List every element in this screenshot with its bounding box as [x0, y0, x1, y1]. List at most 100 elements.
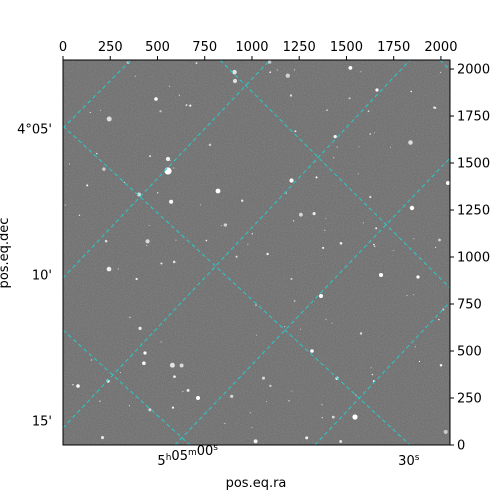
- star: [169, 362, 175, 368]
- dec-tick-label: 4°05': [17, 123, 52, 138]
- y-tick-label: 2000: [457, 63, 490, 78]
- star: [289, 94, 293, 97]
- star: [68, 163, 71, 165]
- x-tick-label: 1000: [235, 40, 268, 55]
- star: [433, 106, 436, 109]
- star: [374, 132, 375, 134]
- bright-star: [446, 181, 450, 185]
- x-tick-label: 1750: [377, 40, 410, 55]
- star: [100, 436, 105, 440]
- star: [224, 422, 226, 425]
- star: [119, 372, 121, 374]
- star: [169, 199, 174, 204]
- star: [100, 109, 101, 111]
- star: [165, 156, 171, 162]
- star: [117, 268, 119, 270]
- star: [336, 146, 338, 148]
- star: [276, 69, 278, 71]
- star: [290, 277, 293, 280]
- star: [331, 322, 333, 324]
- star: [374, 245, 376, 248]
- star: [371, 373, 374, 376]
- star: [230, 394, 234, 398]
- star: [172, 260, 176, 264]
- star: [360, 71, 362, 73]
- star: [64, 204, 66, 206]
- star: [324, 229, 326, 231]
- star: [333, 157, 335, 159]
- star: [367, 110, 370, 113]
- dec-grid-line: [314, 301, 450, 445]
- star: [251, 426, 253, 428]
- star: [339, 241, 343, 245]
- star: [333, 134, 337, 139]
- star: [322, 246, 325, 249]
- star: [173, 167, 175, 169]
- star: [200, 204, 202, 206]
- star: [294, 130, 297, 133]
- star: [299, 212, 303, 217]
- star: [134, 75, 136, 77]
- star: [299, 328, 301, 330]
- star: [148, 408, 152, 412]
- x-tick-label: 750: [192, 40, 217, 55]
- star: [284, 326, 285, 328]
- bright-star: [196, 396, 200, 400]
- star: [160, 341, 162, 343]
- star: [78, 214, 81, 216]
- star: [355, 394, 357, 396]
- star: [235, 255, 238, 258]
- dec-grid-line: [63, 60, 132, 129]
- star: [326, 109, 328, 112]
- star: [418, 360, 421, 363]
- star: [408, 140, 413, 145]
- star: [137, 192, 141, 197]
- bright-star: [409, 205, 415, 211]
- star: [321, 416, 323, 419]
- star: [142, 361, 146, 366]
- star: [269, 71, 272, 74]
- star: [255, 304, 257, 306]
- star: [72, 384, 74, 386]
- star: [369, 195, 372, 199]
- star: [186, 388, 190, 392]
- star: [285, 192, 287, 194]
- y-pixel-ticks: 0 250 500 750 1000 1250 1500 1750 2000: [450, 63, 490, 454]
- star: [146, 244, 148, 246]
- star: [375, 227, 378, 230]
- star: [220, 225, 222, 227]
- star: [178, 94, 180, 96]
- dec-grid-line: [174, 157, 450, 445]
- star: [249, 412, 251, 414]
- ra-tick-label: 30s: [398, 453, 420, 469]
- star: [406, 294, 408, 297]
- star: [305, 436, 309, 440]
- star: [182, 390, 184, 392]
- bright-star: [164, 167, 172, 175]
- x-tick-label: 1250: [283, 40, 316, 55]
- star: [135, 277, 138, 281]
- star: [348, 97, 351, 100]
- star: [269, 384, 272, 388]
- star: [241, 199, 244, 202]
- y-tick-label: 0: [457, 439, 465, 454]
- star: [438, 238, 441, 242]
- bright-star: [375, 88, 379, 92]
- star: [128, 405, 130, 407]
- star: [413, 294, 415, 296]
- bright-star: [416, 275, 420, 279]
- star: [370, 367, 372, 369]
- star: [253, 439, 258, 444]
- star: [226, 223, 228, 225]
- star: [99, 400, 101, 402]
- star: [175, 239, 177, 241]
- star: [86, 184, 89, 187]
- star: [195, 62, 198, 65]
- star: [223, 223, 227, 227]
- star: [439, 71, 442, 74]
- dec-grid-line: [63, 60, 271, 279]
- y-tick-label: 1750: [457, 110, 490, 125]
- star: [149, 155, 151, 157]
- star: [325, 318, 327, 320]
